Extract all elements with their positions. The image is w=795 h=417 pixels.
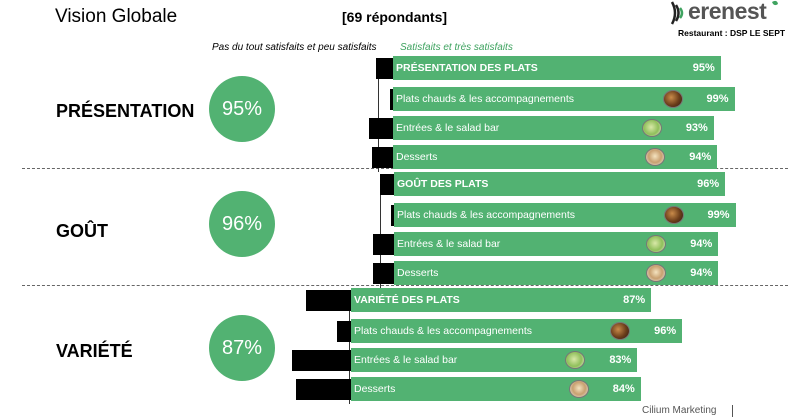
negative-bar <box>372 147 393 168</box>
negative-bar <box>306 290 351 311</box>
restaurant-label: Restaurant : DSP LE SEPT <box>678 28 786 38</box>
bar-label: Desserts <box>396 151 438 163</box>
positive-bar <box>393 145 718 169</box>
negative-bar <box>373 263 394 284</box>
positive-bar <box>393 56 721 80</box>
bar-label: Entrées & le salad bar <box>396 122 500 134</box>
positive-bar <box>394 261 719 285</box>
bar-label: Plats chauds & les accompagnements <box>354 325 533 337</box>
data-label: 99% <box>706 93 729 105</box>
positive-bar <box>351 377 641 401</box>
bar-label: Entrées & le salad bar <box>397 238 501 250</box>
section-label-gout: GOÛT <box>56 221 108 241</box>
bar-label: Desserts <box>354 383 396 395</box>
food-dessert-icon <box>568 380 589 398</box>
data-label: 96% <box>697 178 720 190</box>
page-title: Vision Globale <box>55 6 178 27</box>
footer-text: Cilium Marketing <box>642 405 717 416</box>
negative-bar <box>389 89 393 110</box>
food-salad-icon <box>641 119 662 137</box>
negative-bar <box>375 58 393 79</box>
negative-bar <box>390 205 394 226</box>
data-label: 93% <box>685 122 708 134</box>
positive-bar <box>394 172 726 196</box>
section-separator <box>22 285 788 286</box>
food-hot-icon <box>610 322 631 340</box>
data-label: 99% <box>707 209 730 221</box>
positive-bar <box>351 348 638 372</box>
data-label: 95% <box>692 62 715 74</box>
axis-line <box>349 292 350 404</box>
footer-divider <box>732 405 733 417</box>
food-salad-icon <box>646 235 667 253</box>
negative-bar <box>368 118 393 139</box>
food-dessert-icon <box>646 264 667 282</box>
negative-bar <box>292 350 351 371</box>
food-salad-icon <box>565 351 586 369</box>
brand-logo <box>670 0 778 25</box>
negative-bar <box>380 174 394 195</box>
food-dessert-icon <box>645 148 666 166</box>
food-hot-icon <box>663 206 684 224</box>
bar-label: Entrées & le salad bar <box>354 354 458 366</box>
bar-label: VARIÉTÉ DES PLATS <box>354 294 460 306</box>
section-label-presentation: PRÉSENTATION <box>56 101 195 121</box>
bar-label: PRÉSENTATION DES PLATS <box>396 62 538 74</box>
negative-bar <box>373 234 394 255</box>
logo-text: erenest <box>688 0 767 24</box>
score-circle-presentation: 95% <box>209 76 275 142</box>
data-label: 84% <box>612 383 635 395</box>
bar-label: Desserts <box>397 267 439 279</box>
positive-bar <box>351 288 652 312</box>
bar-label: Plats chauds & les accompagnements <box>396 93 575 105</box>
respondents-count: [69 répondants] <box>342 9 448 25</box>
axis-line <box>378 60 379 172</box>
score-circle-gout: 96% <box>209 191 275 257</box>
axis-line <box>380 176 381 288</box>
negative-bar <box>295 379 351 400</box>
negative-bar <box>337 321 351 342</box>
data-label: 87% <box>623 294 646 306</box>
data-label: 96% <box>654 325 677 337</box>
data-label: 94% <box>690 267 713 279</box>
legend-negative: Pas du tout satisfaits et peu satisfaits <box>212 42 377 53</box>
data-label: 94% <box>690 238 713 250</box>
food-hot-icon <box>662 90 683 108</box>
data-label: 94% <box>689 151 712 163</box>
legend-positive: Satisfaits et très satisfaits <box>400 42 513 53</box>
section-label-variete: VARIÉTÉ <box>56 341 133 361</box>
bar-label: GOÛT DES PLATS <box>397 178 489 190</box>
bar-label: Plats chauds & les accompagnements <box>397 209 576 221</box>
data-label: 83% <box>609 354 632 366</box>
score-circle-variete: 87% <box>209 315 275 381</box>
